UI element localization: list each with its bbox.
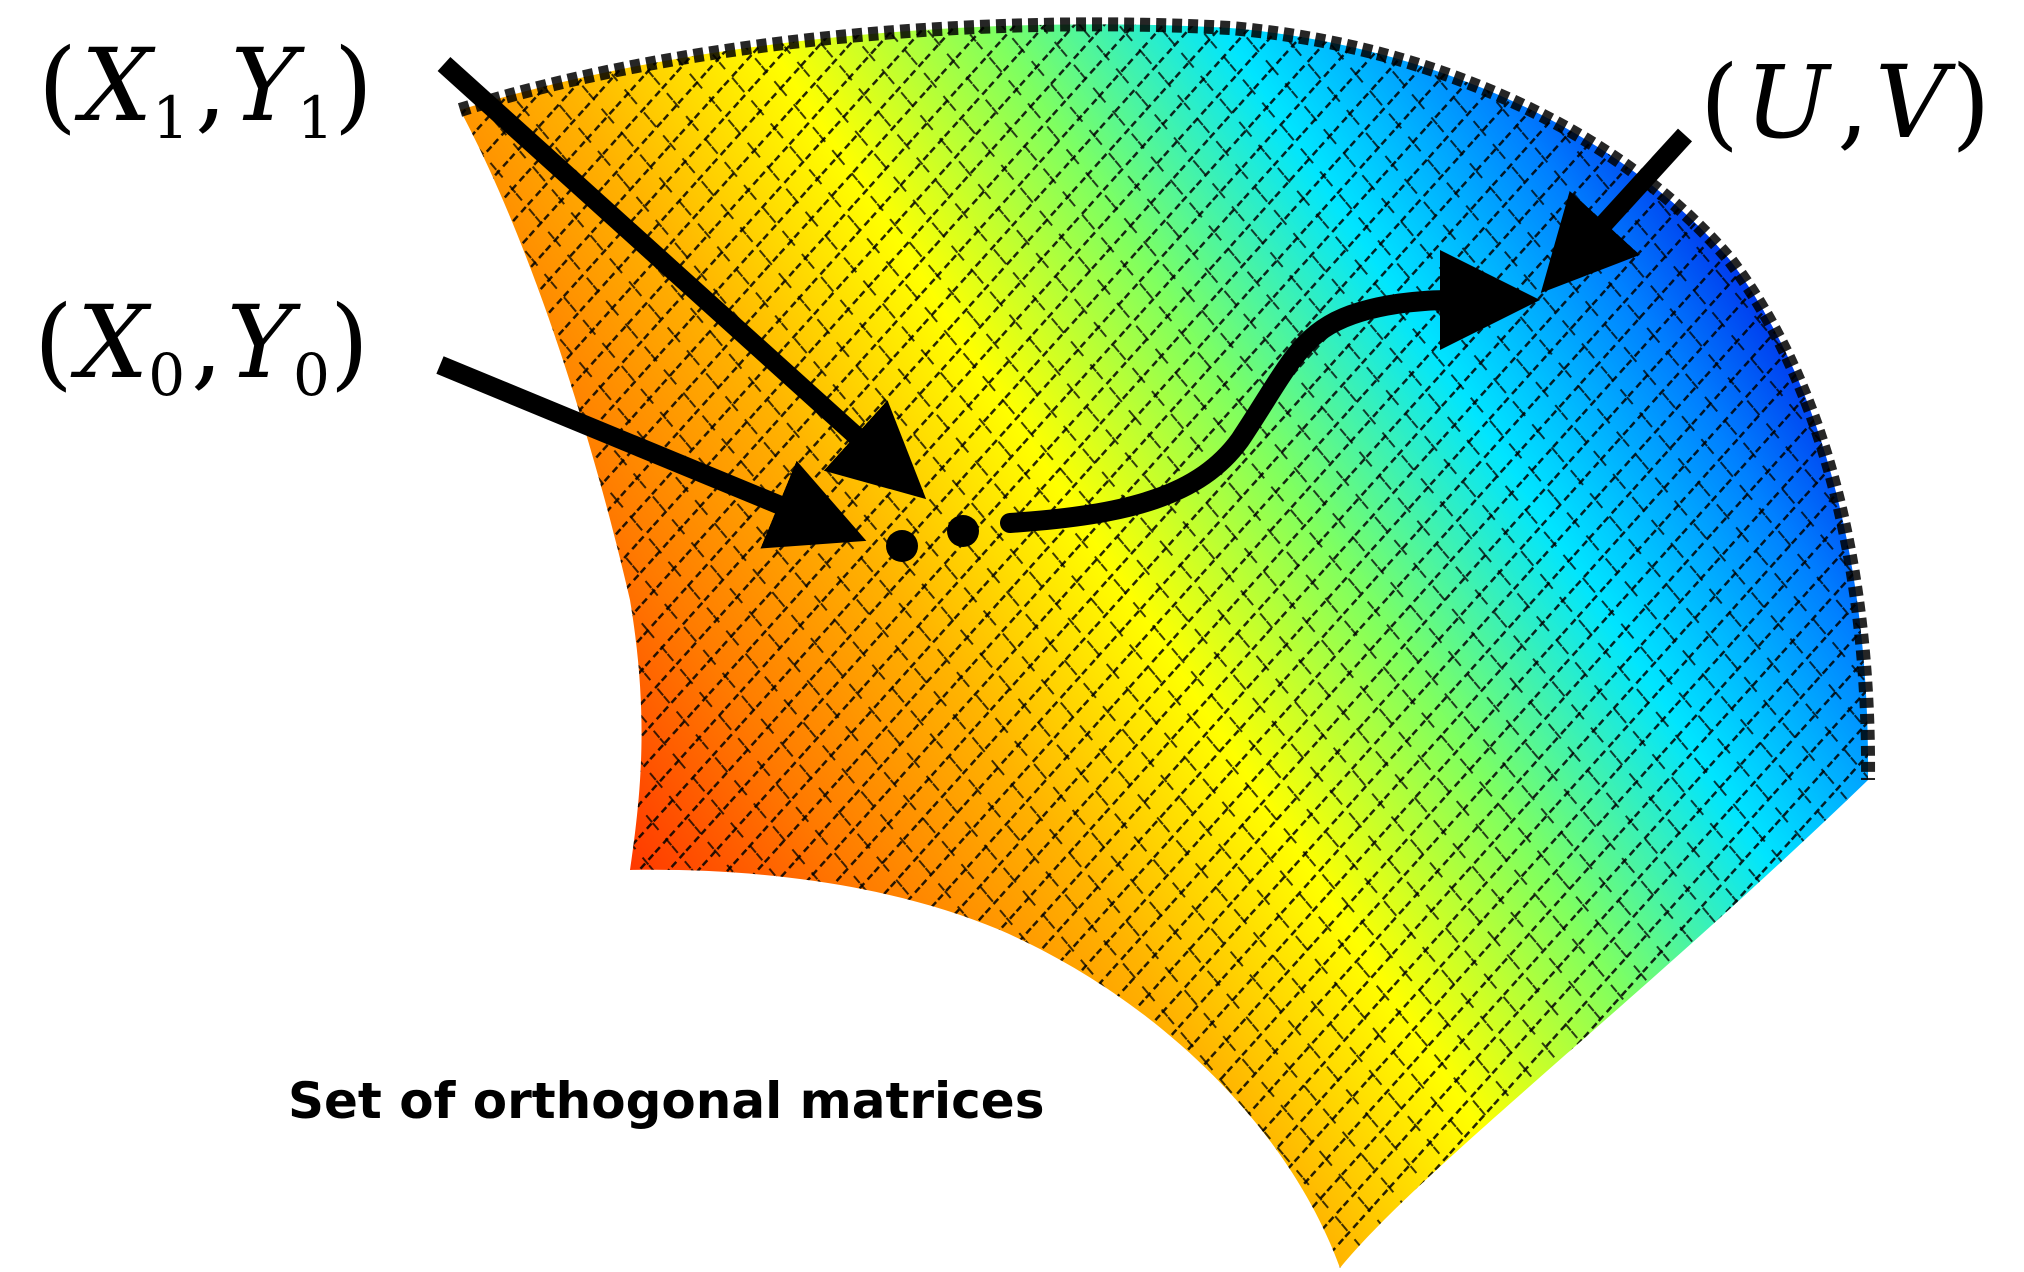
- label-x0y0-v2: Y: [227, 284, 301, 401]
- arrow-x0y0: [436, 356, 867, 549]
- label-uv-close: ): [1951, 44, 1990, 161]
- label-x0y0: (X0,Y0): [34, 284, 369, 409]
- surface-caption: Set of orthogonal matrices: [288, 1072, 1044, 1130]
- label-uv: (U,V): [1700, 44, 1990, 161]
- geodesic-curve: [1000, 249, 1540, 533]
- point-x1y1: [947, 515, 979, 547]
- label-x1y1-v1: X: [74, 27, 156, 144]
- arrow-uv: [1540, 128, 1693, 294]
- label-x0y0-close: ): [330, 284, 369, 401]
- label-uv-v1: U: [1745, 44, 1833, 161]
- label-uv-comma: ,: [1837, 44, 1869, 161]
- label-x0y0-s1: 0: [148, 341, 185, 409]
- label-x0y0-open: (: [34, 284, 73, 401]
- label-x1y1: (X1,Y1): [38, 27, 373, 152]
- label-x1y1-v2: Y: [231, 27, 305, 144]
- label-x0y0-s2: 0: [293, 341, 330, 409]
- label-x1y1-s2: 1: [297, 84, 334, 152]
- point-x0y0: [886, 530, 918, 562]
- label-x1y1-close: ): [334, 27, 373, 144]
- label-uv-v2: V: [1875, 44, 1956, 161]
- label-x1y1-open: (: [38, 27, 77, 144]
- label-x1y1-s1: 1: [152, 84, 189, 152]
- surface-top-edge: [457, 17, 1876, 781]
- label-uv-open: (: [1700, 44, 1739, 161]
- label-x1y1-comma: ,: [195, 27, 227, 144]
- label-x0y0-comma: ,: [191, 284, 223, 401]
- label-x0y0-v1: X: [70, 284, 152, 401]
- arrow-x1y1: [437, 56, 927, 500]
